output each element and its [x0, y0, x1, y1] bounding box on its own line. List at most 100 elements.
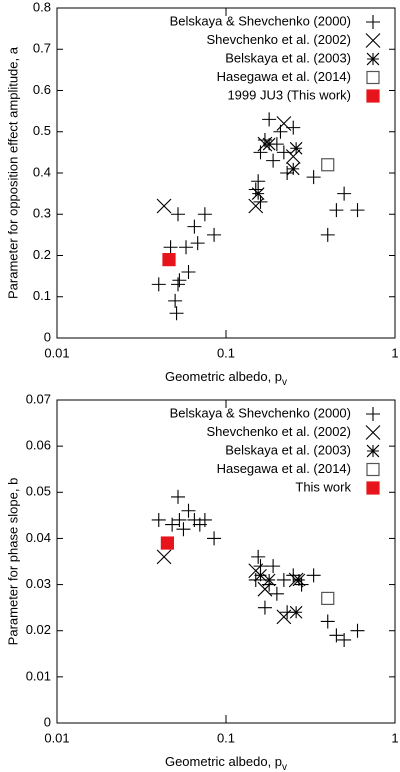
legend-marker	[366, 15, 380, 29]
y-tick-label: 0.06	[26, 438, 51, 453]
y-tick-label: 0	[44, 329, 51, 344]
marker	[337, 632, 352, 647]
x-tick-label: 0.01	[44, 345, 69, 360]
legend-marker	[366, 462, 380, 477]
marker	[253, 145, 268, 160]
marker	[179, 240, 194, 255]
marker	[292, 573, 306, 587]
marker	[320, 614, 335, 629]
marker	[190, 236, 205, 251]
marker	[350, 623, 365, 638]
marker	[172, 512, 187, 527]
marker	[289, 605, 303, 619]
marker	[276, 609, 292, 625]
legend-marker	[365, 33, 381, 48]
legend-marker	[366, 444, 380, 458]
marker	[262, 573, 276, 587]
x-axis-label-main: Geometric albedo, p	[165, 754, 282, 769]
y-axis-label: Parameter for phase slope, b	[5, 478, 20, 646]
marker	[262, 137, 276, 151]
y-tick-label: 0.07	[26, 391, 51, 406]
x-axis-label-subscript: v	[282, 762, 287, 772]
marker	[176, 522, 191, 537]
y-tick-label: 0.01	[26, 668, 51, 683]
legend-label: Belskaya et al. (2003)	[225, 442, 351, 457]
marker	[321, 591, 335, 606]
marker	[169, 306, 184, 321]
marker	[207, 531, 222, 546]
x-tick-label: 0.1	[217, 730, 235, 745]
legend-label: This work	[295, 479, 351, 494]
marker	[160, 536, 174, 550]
legend-marker	[366, 407, 380, 421]
marker	[248, 182, 263, 197]
x-axis-label: Geometric albedo, pv	[165, 369, 287, 387]
y-tick-label: 0.02	[26, 622, 51, 637]
marker	[151, 512, 166, 527]
marker	[329, 628, 344, 643]
y-tick-label: 0.5	[33, 123, 51, 138]
x-axis-label: Geometric albedo, pv	[165, 754, 287, 772]
marker	[197, 512, 212, 527]
marker	[171, 489, 186, 504]
y-tick-label: 0.03	[26, 576, 51, 591]
legend-label: 1999 JU3 (This work)	[227, 87, 351, 102]
marker	[207, 227, 222, 242]
marker	[156, 198, 172, 214]
legend-label: Belskaya et al. (2003)	[225, 50, 351, 65]
legend-marker	[366, 52, 380, 66]
marker	[276, 116, 292, 131]
legend-marker	[366, 89, 380, 103]
marker	[251, 187, 265, 200]
y-tick-label: 0.05	[26, 484, 51, 499]
marker	[262, 112, 277, 127]
legend-marker	[366, 70, 380, 85]
marker	[171, 277, 186, 292]
marker	[280, 166, 295, 180]
marker	[266, 153, 281, 168]
legend-label: Belskaya & Shevchenko (2000)	[170, 405, 351, 420]
legend-label: Hasegawa et al. (2014)	[217, 69, 351, 84]
marker	[254, 569, 267, 582]
marker	[289, 141, 303, 155]
marker	[286, 162, 300, 176]
marker	[197, 207, 212, 222]
marker	[248, 198, 264, 214]
marker	[156, 549, 172, 565]
marker	[251, 174, 266, 189]
y-tick-label: 0.04	[26, 530, 51, 545]
y-tick-label: 0.6	[33, 82, 51, 97]
y-tick-label: 0.8	[33, 0, 51, 14]
legend-label: Shevchenko et al. (2002)	[206, 32, 351, 47]
legend-marker	[365, 425, 381, 440]
y-tick-label: 0.4	[33, 164, 51, 179]
marker	[306, 568, 321, 583]
marker	[276, 572, 291, 587]
y-tick-label: 0.7	[33, 41, 51, 56]
legend-marker	[366, 481, 380, 495]
marker	[266, 559, 281, 574]
x-tick-label: 1	[391, 345, 398, 360]
legend-label: Shevchenko et al. (2002)	[206, 424, 351, 439]
marker	[306, 170, 321, 185]
marker	[187, 219, 202, 234]
x-tick-label: 0.1	[217, 345, 235, 360]
marker	[251, 549, 266, 564]
marker	[162, 253, 176, 267]
x-tick-label: 0.01	[44, 730, 69, 745]
plot: 0 0.1 0.2 0.3 0.4 0.5 0.6 0.7 0.8 0.01 0.1 1 Geometr…	[5, 0, 398, 388]
marker	[350, 203, 365, 218]
x-axis-label-main: Geometric albedo, p	[165, 369, 282, 384]
marker	[337, 186, 352, 201]
marker	[151, 277, 166, 292]
x-axis-label-subscript: v	[282, 377, 287, 388]
y-tick-label: 0.3	[33, 206, 51, 221]
legend-label: Hasegawa et al. (2014)	[217, 461, 351, 476]
marker	[172, 273, 187, 288]
marker	[171, 207, 186, 222]
x-tick-label: 1	[391, 730, 398, 745]
marker	[285, 149, 301, 164]
y-tick-label: 0.2	[33, 247, 51, 262]
y-tick-label: 0	[44, 714, 51, 729]
